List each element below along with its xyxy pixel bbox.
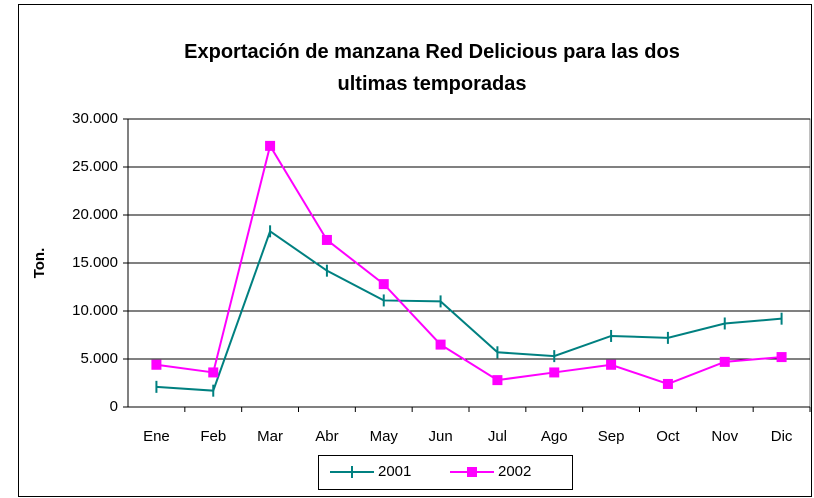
x-tick-label: Jun [428, 428, 452, 445]
series-line [156, 229, 782, 392]
legend-marker [467, 467, 477, 477]
point-marker [321, 234, 332, 245]
x-tick-label: Ago [541, 428, 568, 445]
y-tick-label: 15.000 [72, 254, 118, 271]
y-axis-label: Ton. [31, 248, 48, 279]
chart-title: Exportación de manzana Red Delicious par… [184, 41, 680, 95]
point-marker [606, 359, 617, 370]
y-tick-label: 10.000 [72, 302, 118, 319]
point-marker [776, 352, 787, 363]
x-tick-label: Feb [200, 428, 226, 445]
point-marker [208, 367, 219, 378]
point-marker [662, 378, 673, 389]
chart-border [18, 4, 812, 497]
y-tick-label: 0 [110, 398, 118, 415]
x-tick-label: Oct [656, 428, 680, 445]
x-tick-label: Mar [257, 428, 283, 445]
legend-label: 2002 [498, 463, 531, 480]
x-tick-label: Ene [143, 428, 170, 445]
series-line [156, 143, 782, 386]
point-marker [719, 356, 730, 367]
y-tick-label: 30.000 [72, 110, 118, 127]
x-tick-label: Jul [488, 428, 507, 445]
point-marker [265, 140, 276, 151]
y-tick-label: 25.000 [72, 158, 118, 175]
point-marker [549, 367, 560, 378]
x-tick-label: Nov [711, 428, 738, 445]
x-tick-label: May [370, 428, 399, 445]
x-tick-label: Sep [598, 428, 625, 445]
x-tick-label: Abr [315, 428, 338, 445]
legend-label: 2001 [378, 463, 411, 480]
point-marker [435, 339, 446, 350]
point-marker [492, 375, 503, 386]
y-tick-label: 20.000 [72, 206, 118, 223]
x-tick-label: Dic [771, 428, 793, 445]
point-marker [378, 279, 389, 290]
y-tick-label: 5.000 [80, 350, 118, 367]
point-marker [151, 359, 162, 370]
